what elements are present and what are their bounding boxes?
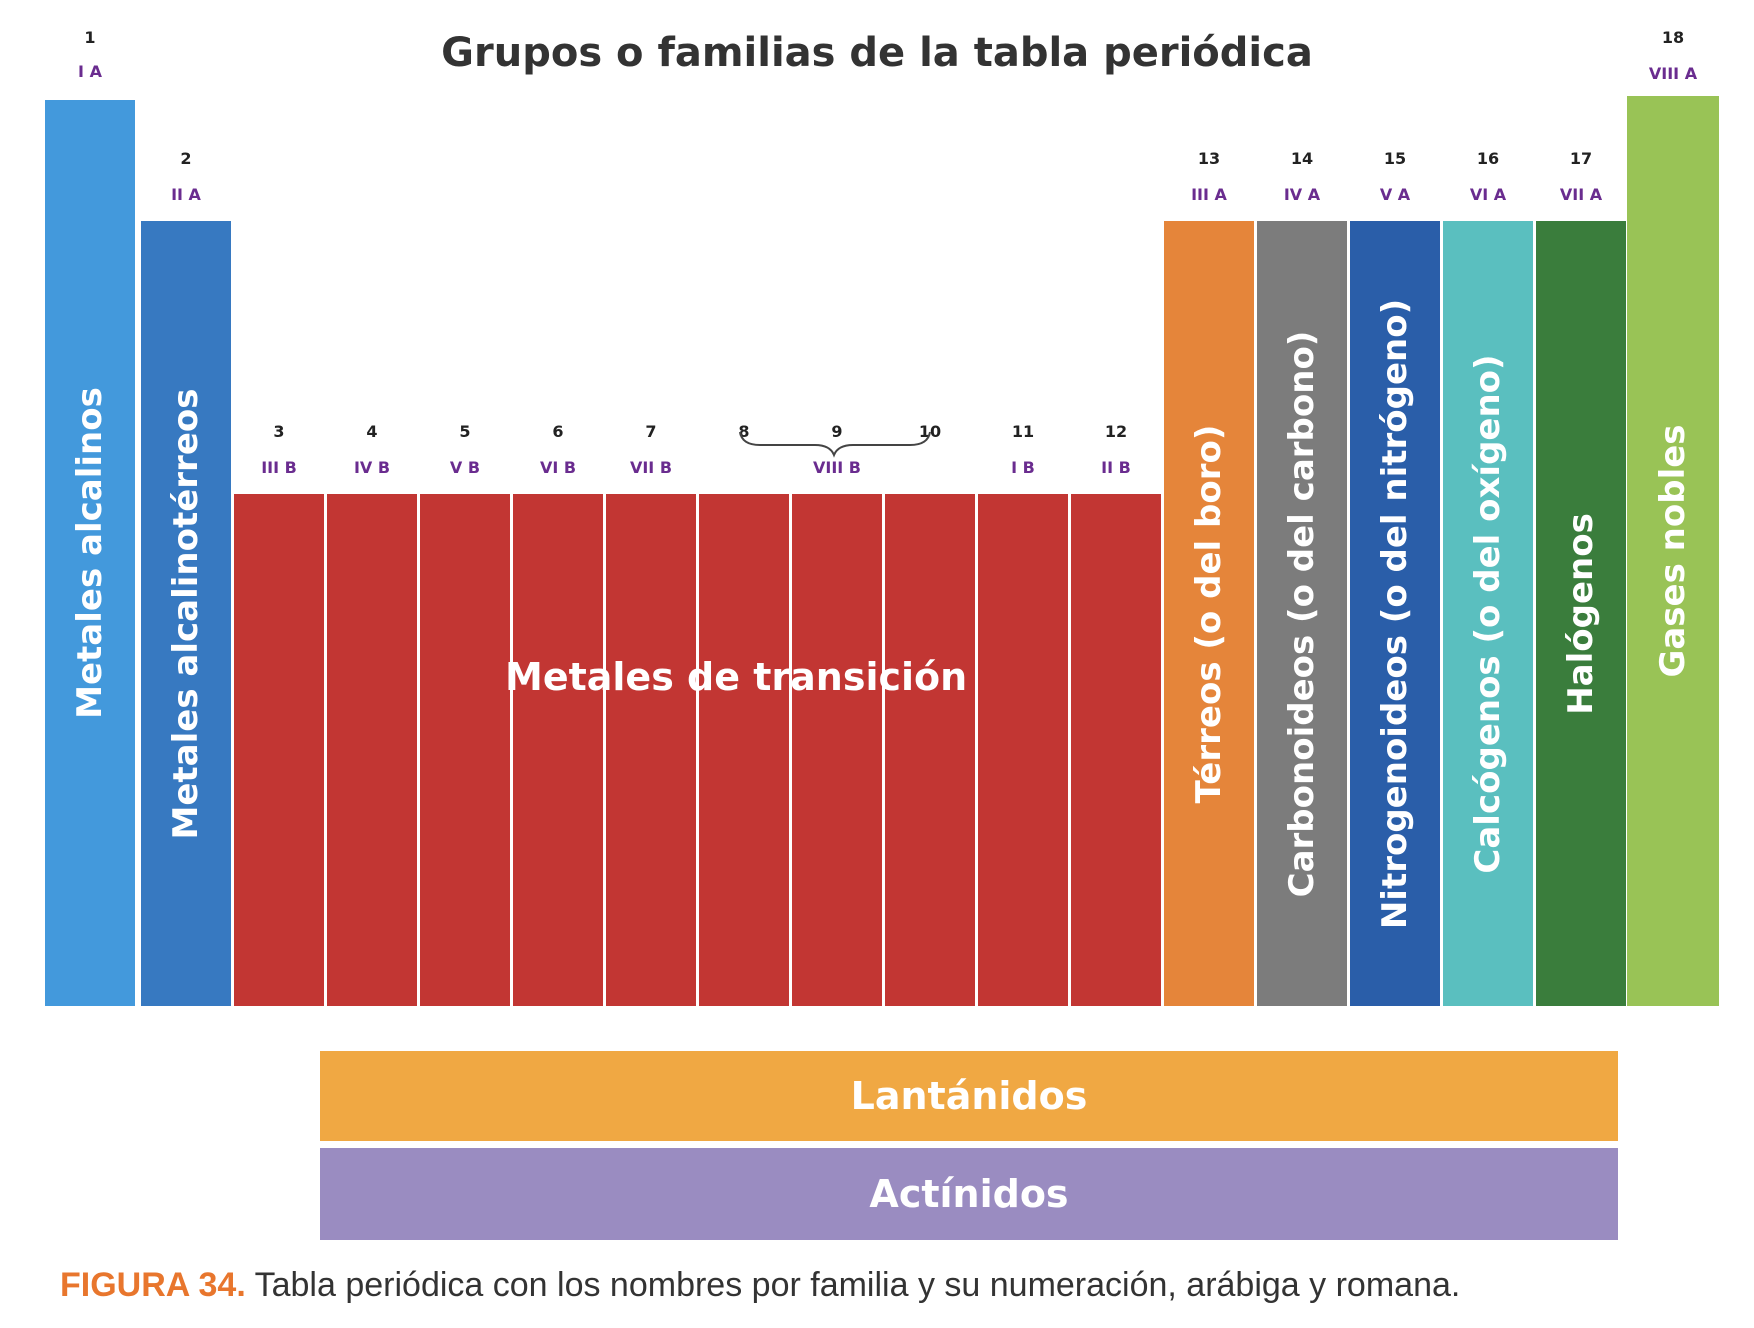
group-column-8	[699, 494, 789, 1006]
lanthanides-band: Lantánidos	[320, 1051, 1618, 1141]
group-label-18: Gases nobles	[1653, 424, 1693, 678]
group-column-15: Nitrogenoideos (o del nitrógeno)	[1350, 221, 1440, 1006]
group-column-7	[606, 494, 696, 1006]
group-number-6: 6	[552, 422, 564, 441]
group-number-3: 3	[273, 422, 285, 441]
group-column-2: Metales alcalinotérreos	[141, 221, 231, 1006]
group-roman-16: VI A	[1469, 185, 1507, 204]
figure-caption: FIGURA 34. Tabla periódica con los nombr…	[60, 1266, 1460, 1305]
figure-number: FIGURA 34.	[60, 1266, 246, 1304]
group-roman-14: IV A	[1283, 185, 1321, 204]
group-roman-5: V B	[449, 458, 481, 477]
group-number-10: 10	[918, 422, 942, 441]
group-number-14: 14	[1290, 149, 1314, 168]
group-roman-1: I A	[78, 62, 102, 81]
group-number-15: 15	[1383, 149, 1407, 168]
group-label-16: Calcógenos (o del oxígeno)	[1468, 353, 1508, 874]
group-column-12	[1071, 494, 1161, 1006]
group-label-14: Carbonoideos (o del carbono)	[1282, 330, 1322, 897]
group-roman-12: II B	[1101, 458, 1131, 477]
group-number-4: 4	[366, 422, 378, 441]
group-number-2: 2	[180, 149, 192, 168]
group-number-9: 9	[831, 422, 843, 441]
group-column-9	[792, 494, 882, 1006]
caption-text: Tabla periódica con los nombres por fami…	[245, 1266, 1461, 1304]
group-number-17: 17	[1569, 149, 1593, 168]
group-column-14: Carbonoideos (o del carbono)	[1257, 221, 1347, 1006]
group-number-11: 11	[1011, 422, 1035, 441]
lanthanides-label: Lantánidos	[850, 1074, 1088, 1118]
actinides-band: Actínidos	[320, 1148, 1618, 1240]
group-roman-6: VI B	[539, 458, 577, 477]
group-number-8: 8	[738, 422, 750, 441]
group-label-2: Metales alcalinotérreos	[166, 388, 206, 839]
group-column-1: Metales alcalinos	[45, 100, 135, 1006]
group-number-7: 7	[645, 422, 657, 441]
transition-metals-label: Metales de transición	[505, 655, 968, 699]
group-label-17: Halógenos	[1561, 512, 1601, 715]
group-roman-2: II A	[171, 185, 201, 204]
actinides-label: Actínidos	[869, 1172, 1069, 1216]
group-column-13: Térreos (o del boro)	[1164, 221, 1254, 1006]
group-column-18: Gases nobles	[1627, 96, 1719, 1006]
group-number-13: 13	[1197, 149, 1221, 168]
group-number-12: 12	[1104, 422, 1128, 441]
group-label-1: Metales alcalinos	[70, 387, 110, 719]
group-column-10	[885, 494, 975, 1006]
group-roman-18: VIII A	[1648, 64, 1698, 83]
group-roman-17: VII A	[1559, 185, 1603, 204]
group-roman-13: III A	[1191, 185, 1227, 204]
group-roman-7: VII B	[629, 458, 673, 477]
diagram-title: Grupos o familias de la tabla periódica	[441, 30, 1313, 76]
group-column-5	[420, 494, 510, 1006]
group-label-13: Térreos (o del boro)	[1189, 424, 1229, 803]
group-number-16: 16	[1476, 149, 1500, 168]
group-roman-3: III B	[261, 458, 297, 477]
group-column-6	[513, 494, 603, 1006]
group-number-5: 5	[459, 422, 471, 441]
group-column-3	[234, 494, 324, 1006]
group-label-15: Nitrogenoideos (o del nitrógeno)	[1375, 298, 1415, 929]
group-roman-4: IV B	[353, 458, 391, 477]
group-number-1: 1	[84, 28, 96, 47]
group-roman-11: I B	[1011, 458, 1035, 477]
group-column-11	[978, 494, 1068, 1006]
group-roman-15: V A	[1379, 185, 1411, 204]
group-roman-9: VIII B	[812, 458, 861, 477]
group-column-16: Calcógenos (o del oxígeno)	[1443, 221, 1533, 1006]
group-column-4	[327, 494, 417, 1006]
group-number-18: 18	[1661, 28, 1685, 47]
group-column-17: Halógenos	[1536, 221, 1626, 1006]
